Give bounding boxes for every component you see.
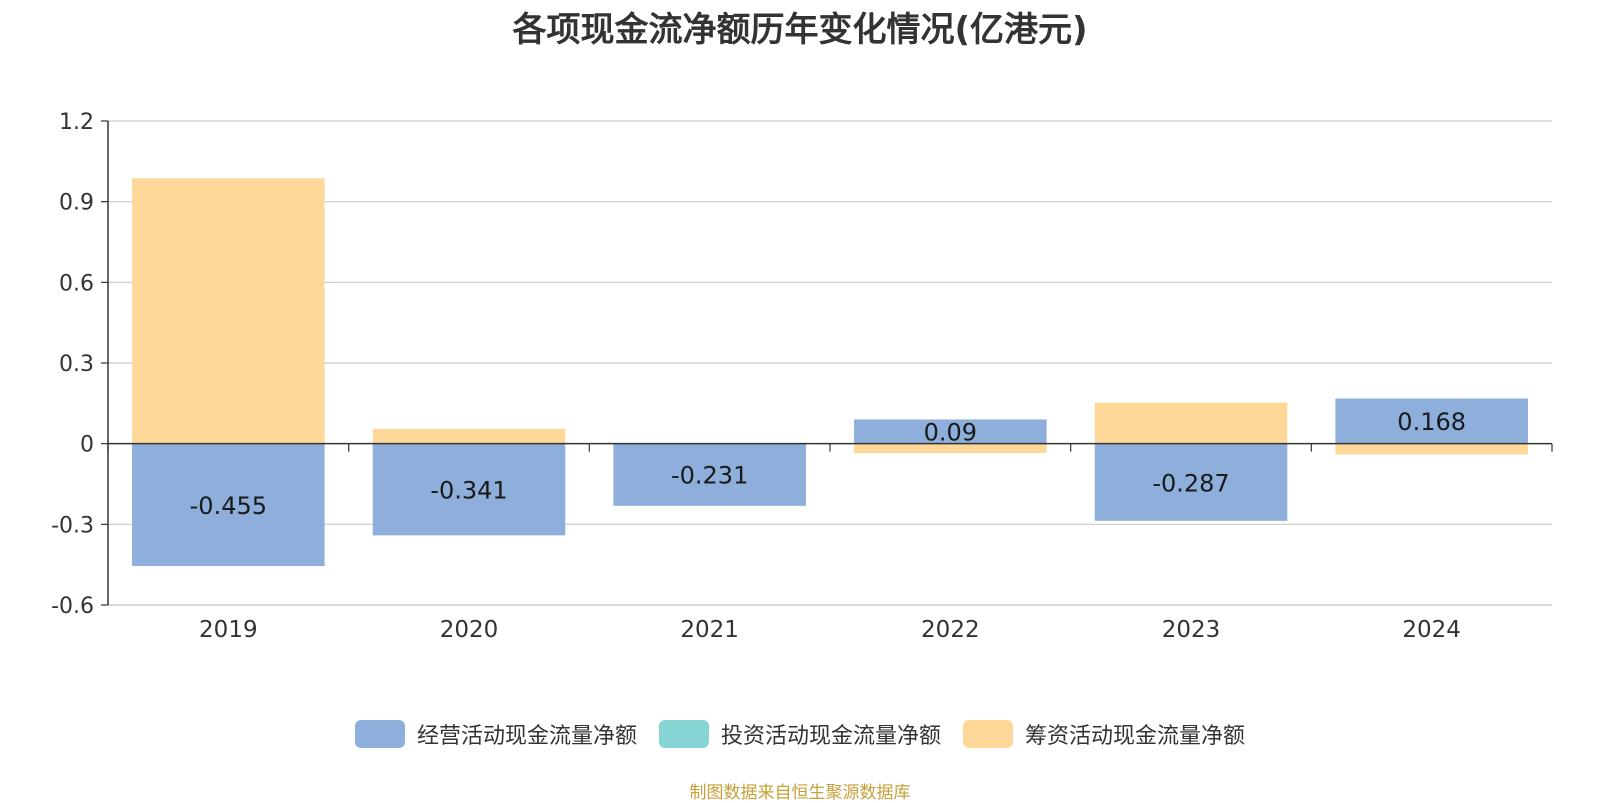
legend-label: 经营活动现金流量净额 bbox=[416, 724, 637, 749]
legend-label: 筹资活动现金流量净额 bbox=[1025, 724, 1246, 749]
legend-swatch bbox=[963, 720, 1013, 748]
bar-series1-2020 bbox=[372, 443, 566, 536]
bar-series1-2022 bbox=[854, 419, 1047, 444]
y-tick-label: 0 bbox=[80, 433, 94, 458]
y-tick-label: 0.6 bbox=[59, 271, 94, 296]
chart-title: 各项现金流净额历年变化情况(亿港元) bbox=[512, 10, 1088, 50]
bar-series1-2024 bbox=[1335, 398, 1528, 444]
data-label: -0.341 bbox=[430, 477, 507, 505]
axes: 1.2 0.9 0.6 0.3 0 -0.3 -0.6 2019 2020 2021 2022 202… bbox=[51, 110, 1553, 643]
x-tick-label: 2019 bbox=[199, 617, 258, 643]
x-tick-label: 2022 bbox=[921, 617, 980, 643]
legend-label: 投资活动现金流量净额 bbox=[720, 724, 941, 749]
bar-series3-2022 bbox=[854, 443, 1047, 454]
data-label: 0.168 bbox=[1397, 408, 1466, 436]
legend-item-3[interactable]: 筹资活动现金流量净额 bbox=[963, 718, 1245, 750]
bar-series3-2019 bbox=[132, 178, 325, 444]
x-tick-label: 2024 bbox=[1402, 617, 1461, 643]
x-tick-label: 2021 bbox=[680, 617, 739, 643]
y-tick-label: 0.3 bbox=[59, 352, 94, 377]
data-labels: -0.455 -0.341 -0.231 0.09 -0.287 0.168 bbox=[190, 408, 1466, 520]
bar-series3-2023 bbox=[1094, 402, 1288, 444]
bar-series1-2021 bbox=[613, 443, 806, 506]
bar-series1-2019 bbox=[132, 443, 325, 567]
data-label: -0.455 bbox=[190, 492, 267, 520]
y-tick-label: 0.9 bbox=[59, 191, 94, 216]
gridlines bbox=[108, 120, 1552, 606]
bar-series3-2024 bbox=[1335, 443, 1528, 455]
source-note: 制图数据来自恒生聚源数据库 bbox=[689, 783, 911, 803]
legend-item-1[interactable]: 经营活动现金流量净额 bbox=[354, 718, 637, 750]
data-label: -0.287 bbox=[1152, 469, 1229, 497]
legend: 经营活动现金流量净额 投资活动现金流量净额 筹资活动现金流量净额 bbox=[0, 718, 1600, 750]
data-label: -0.231 bbox=[671, 462, 748, 490]
y-tick-label: -0.6 bbox=[51, 594, 94, 619]
x-tick-label: 2023 bbox=[1162, 617, 1221, 643]
legend-swatch bbox=[354, 720, 405, 748]
bar-series1-2023 bbox=[1094, 443, 1288, 521]
y-tick-label: -0.3 bbox=[51, 513, 94, 538]
y-tick-label: 1.2 bbox=[59, 110, 94, 135]
data-label: 0.09 bbox=[924, 419, 977, 447]
bars bbox=[132, 178, 1528, 567]
bar-series3-2020 bbox=[372, 428, 566, 444]
legend-item-2[interactable]: 投资活动现金流量净额 bbox=[658, 718, 941, 750]
legend-swatch bbox=[658, 720, 709, 748]
x-tick-label: 2020 bbox=[440, 617, 499, 643]
